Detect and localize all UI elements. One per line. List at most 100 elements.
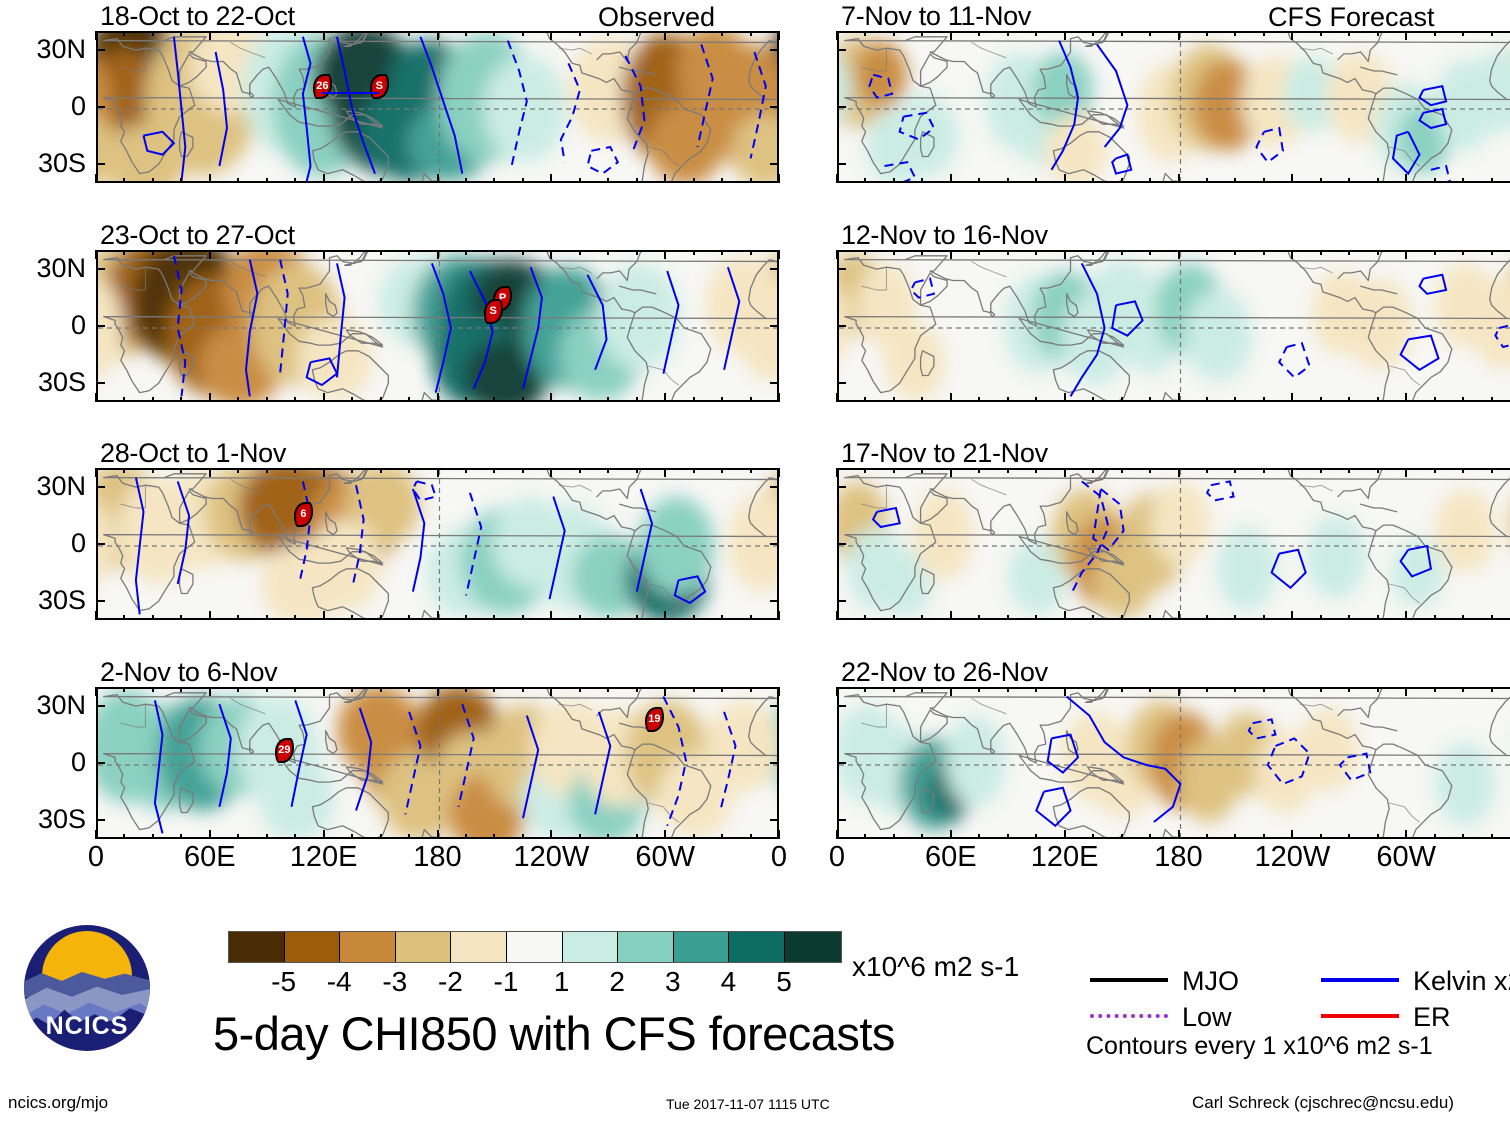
x-tick [1234, 834, 1237, 839]
storm-symbol-icon [274, 737, 294, 763]
x-tick [550, 31, 553, 40]
x-tick [664, 830, 667, 839]
x-tick [408, 834, 411, 839]
x-tick [1291, 393, 1294, 402]
x-tick [692, 834, 695, 839]
x-tick [607, 615, 610, 620]
x-tick [1006, 178, 1009, 183]
x-tick [493, 31, 496, 36]
x-tick [721, 834, 724, 839]
x-tick [265, 397, 268, 402]
x-tick [265, 31, 268, 36]
x-tick [521, 687, 524, 692]
colorbar-swatch [673, 932, 730, 962]
x-tick [1433, 250, 1436, 255]
y-tick [837, 600, 846, 602]
x-tick [864, 397, 867, 402]
x-tick [1348, 615, 1351, 620]
map-panel-obs-3: 6 [96, 468, 779, 620]
x-tick [978, 687, 981, 692]
x-tick [578, 468, 581, 473]
x-tick [464, 178, 467, 183]
x-tick [1262, 834, 1265, 839]
x-tick [351, 31, 354, 36]
x-tick [550, 393, 553, 402]
x-tick [1177, 31, 1180, 40]
x-axis-label: 180 [1154, 841, 1203, 873]
x-tick [1262, 468, 1265, 473]
x-axis-label: 0 [770, 841, 788, 873]
storm-label: 19 [648, 713, 661, 726]
x-tick [464, 834, 467, 839]
x-tick [1376, 615, 1379, 620]
x-tick [1433, 834, 1436, 839]
x-tick [351, 397, 354, 402]
x-tick [721, 31, 724, 36]
x-tick [635, 397, 638, 402]
y-tick [837, 705, 846, 707]
x-tick [180, 687, 183, 692]
x-tick [237, 834, 240, 839]
footer-website[interactable]: ncics.org/mjo [8, 1093, 109, 1112]
x-tick [949, 468, 952, 477]
x-tick [1234, 687, 1237, 692]
x-tick [1035, 687, 1038, 692]
x-tick [1092, 834, 1095, 839]
x-tick [408, 31, 411, 36]
x-tick [1092, 250, 1095, 255]
x-tick [1149, 178, 1152, 183]
x-tick [1462, 834, 1465, 839]
legend-label: ER [1413, 1002, 1451, 1032]
x-tick [493, 250, 496, 255]
x-axis-label: 120W [1254, 841, 1331, 873]
x-tick [664, 468, 667, 477]
x-tick [1177, 830, 1180, 839]
x-axis-label: 120E [1030, 841, 1099, 873]
x-tick [692, 687, 695, 692]
x-tick [692, 178, 695, 183]
x-tick [379, 834, 382, 839]
x-tick [208, 31, 211, 40]
colorbar-tick-label: -3 [382, 966, 408, 997]
x-tick [978, 178, 981, 183]
x-tick [1348, 31, 1351, 36]
x-tick [408, 178, 411, 183]
x-tick [521, 397, 524, 402]
x-tick [1120, 687, 1123, 692]
x-tick [892, 31, 895, 36]
x-tick [1149, 468, 1152, 473]
colorbar-swatch [618, 932, 674, 962]
legend-label: Kelvin x2 [1413, 966, 1510, 996]
x-tick [322, 250, 325, 259]
x-tick [436, 174, 439, 183]
x-tick [1490, 397, 1493, 402]
x-tick [892, 468, 895, 473]
x-tick [578, 178, 581, 183]
x-tick [978, 250, 981, 255]
x-tick [607, 31, 610, 36]
x-tick [408, 468, 411, 473]
storm-symbol-icon [293, 501, 313, 527]
x-tick [1462, 178, 1465, 183]
x-tick [521, 178, 524, 183]
x-tick [1177, 687, 1180, 696]
x-tick [123, 687, 126, 692]
x-tick [1063, 174, 1066, 183]
panel-title-fcst-2: 12-Nov to 16-Nov [841, 220, 1048, 250]
y-tick [770, 543, 779, 545]
x-tick [921, 397, 924, 402]
x-tick [123, 178, 126, 183]
x-tick [978, 834, 981, 839]
x-tick [864, 834, 867, 839]
x-tick [265, 687, 268, 692]
column-header-observed: Observed [598, 2, 716, 32]
y-tick [837, 268, 846, 270]
x-tick [464, 397, 467, 402]
x-tick [978, 615, 981, 620]
x-tick [721, 178, 724, 183]
x-tick [322, 468, 325, 477]
x-tick [749, 250, 752, 255]
x-tick [493, 687, 496, 692]
storm-label: 26 [316, 80, 329, 93]
x-tick [521, 834, 524, 839]
